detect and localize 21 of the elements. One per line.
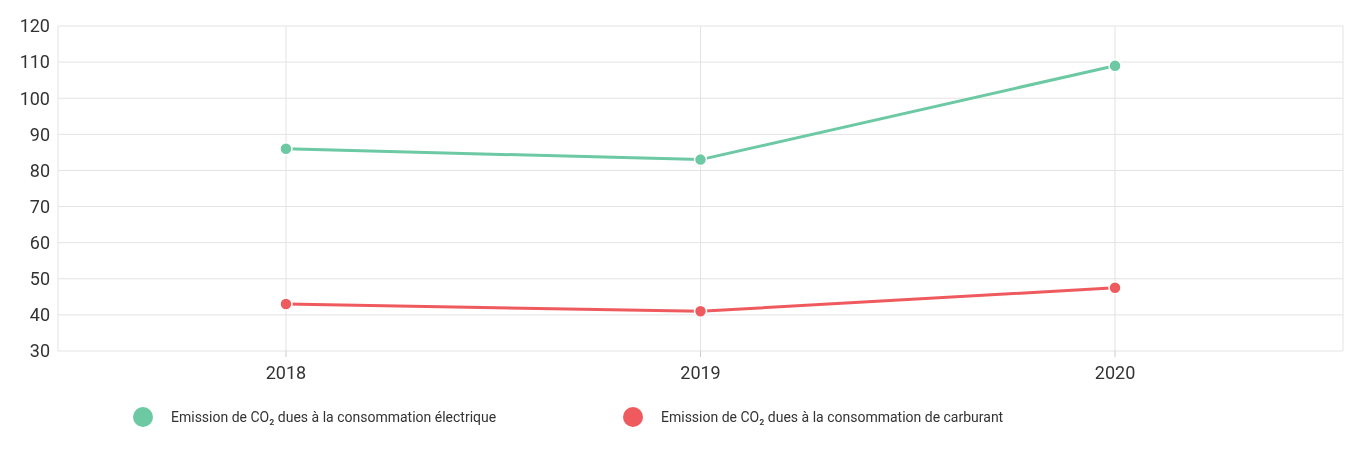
y-tick-label: 60 [29, 231, 50, 253]
y-tick-label: 70 [29, 195, 50, 217]
x-tick-label: 2020 [1094, 362, 1136, 383]
point [1108, 281, 1122, 295]
y-tick-label: 100 [19, 87, 50, 109]
point [279, 297, 293, 311]
y-tick-label: 110 [19, 51, 50, 73]
point [1108, 58, 1122, 73]
point [279, 142, 293, 156]
legend-label: Emission de CO₂ dues à la consommation de carburant [661, 408, 1004, 425]
y-tick-label: 90 [29, 123, 50, 145]
y-tick-label: 30 [29, 340, 50, 362]
y-tick-label: 80 [29, 159, 50, 181]
x-tick-label: 2018 [265, 362, 307, 383]
x-tick-label: 2019 [680, 362, 721, 383]
y-tick-label: 50 [29, 268, 50, 290]
legend-label: Emission de CO₂ dues à la consommation électrique [171, 408, 497, 425]
y-tick-label: 40 [29, 304, 50, 326]
y-tick-label: 120 [19, 15, 50, 37]
point [693, 304, 708, 319]
point [693, 152, 708, 167]
